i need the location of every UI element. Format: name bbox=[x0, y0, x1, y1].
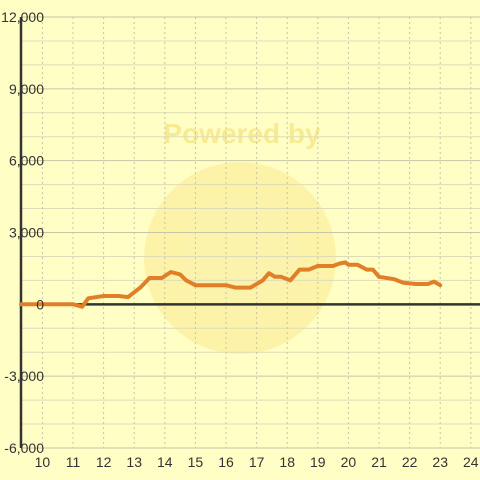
x-tick-label: 24 bbox=[463, 454, 479, 470]
y-tick-label: -3,000 bbox=[4, 368, 44, 384]
y-tick-label: 0 bbox=[36, 296, 44, 312]
x-tick-label: 19 bbox=[310, 454, 326, 470]
series-line bbox=[19, 260, 443, 309]
y-tick-label: 9,000 bbox=[9, 81, 44, 97]
y-tick-label: 3,000 bbox=[9, 225, 44, 241]
watermark-logo-inner bbox=[180, 198, 300, 318]
watermark-logo bbox=[144, 162, 336, 354]
x-tick-label: 23 bbox=[432, 454, 448, 470]
x-tick-label: 10 bbox=[35, 454, 51, 470]
x-tick-label: 15 bbox=[188, 454, 204, 470]
axes bbox=[19, 17, 480, 448]
x-tick-label: 20 bbox=[341, 454, 357, 470]
x-tick-label: 17 bbox=[249, 454, 265, 470]
grid bbox=[21, 16, 480, 449]
watermark-text: Powered by bbox=[163, 118, 321, 149]
x-tick-label: 16 bbox=[218, 454, 234, 470]
x-tick-label: 13 bbox=[126, 454, 142, 470]
x-tick-label: 14 bbox=[157, 454, 173, 470]
x-tick-label: 12 bbox=[96, 454, 112, 470]
x-tick-label: 18 bbox=[279, 454, 295, 470]
x-tick-label: 21 bbox=[371, 454, 387, 470]
x-tick-label: 22 bbox=[402, 454, 418, 470]
watermark: Powered by bbox=[144, 118, 336, 354]
y-tick-label: -6,000 bbox=[4, 440, 44, 456]
x-tick-label: 11 bbox=[66, 454, 81, 470]
y-tick-label: 6,000 bbox=[9, 153, 44, 169]
series-layer bbox=[19, 260, 443, 309]
y-tick-label: 12,000 bbox=[1, 9, 44, 25]
